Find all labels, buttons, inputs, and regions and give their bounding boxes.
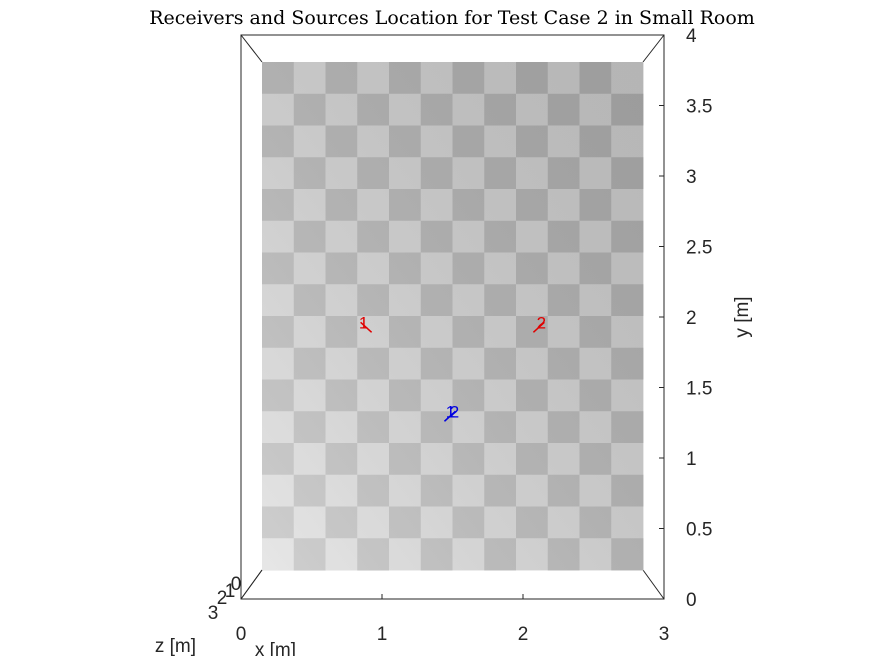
z-tick-label: 1 (225, 581, 236, 602)
y-tick-label: 4 (686, 26, 697, 47)
y-tick-label: 2 (686, 308, 697, 329)
z-tick-label: 2 (217, 588, 228, 609)
z-axis-label: z [m] (155, 636, 196, 656)
y-axis-label: y [m] (732, 296, 753, 337)
marker-arrow (532, 321, 545, 333)
marker-arrow (360, 321, 373, 333)
z-axis-line (240, 569, 263, 600)
room-edge-top-right (642, 34, 665, 63)
x-tick-label: 1 (377, 624, 388, 645)
marker-label: 2 (537, 313, 546, 332)
y-tick-label: 0 (686, 590, 697, 611)
room-edge-bottom-right (642, 569, 665, 600)
y-axis-ticks: 0 0.5 1 1.5 2 2.5 3 3.5 4 (659, 26, 712, 611)
room-edge-top-left (240, 34, 263, 63)
y-tick-label: 0.5 (686, 520, 712, 541)
y-tick-label: 3 (686, 167, 697, 188)
x-axis-ticks: 0 1 2 3 (236, 594, 670, 645)
x-tick-label: 0 (236, 624, 247, 645)
y-tick-label: 1 (686, 449, 697, 470)
x-axis-label: x [m] (255, 640, 296, 656)
x-tick-label: 3 (659, 624, 670, 645)
marker-label: 2 (450, 402, 459, 421)
marker-label: 1 (359, 313, 368, 332)
markers: 1 212 (359, 313, 546, 422)
marker-label: 1 (446, 402, 455, 421)
floor-lighting (262, 62, 643, 570)
chart-title: Receivers and Sources Location for Test … (149, 7, 755, 29)
z-axis (240, 569, 263, 600)
x-tick-label: 2 (518, 624, 529, 645)
z-tick-label: 3 (208, 603, 219, 624)
y-tick-label: 3.5 (686, 97, 712, 118)
marker-arrow (443, 410, 457, 422)
z-tick-label: 0 (231, 574, 242, 595)
y-tick-label: 1.5 (686, 379, 712, 400)
y-tick-label: 2.5 (686, 238, 712, 259)
